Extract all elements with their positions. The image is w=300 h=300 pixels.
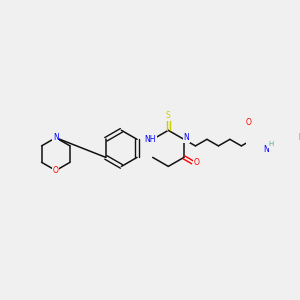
Text: N: N xyxy=(53,133,59,142)
Text: N: N xyxy=(263,145,269,154)
Text: H: H xyxy=(268,141,274,147)
Text: NH: NH xyxy=(145,135,156,144)
Text: O: O xyxy=(53,166,59,175)
Text: S: S xyxy=(166,111,171,120)
Text: N: N xyxy=(184,133,189,142)
Text: N: N xyxy=(298,133,300,142)
Text: O: O xyxy=(194,158,200,167)
Text: O: O xyxy=(246,118,252,127)
